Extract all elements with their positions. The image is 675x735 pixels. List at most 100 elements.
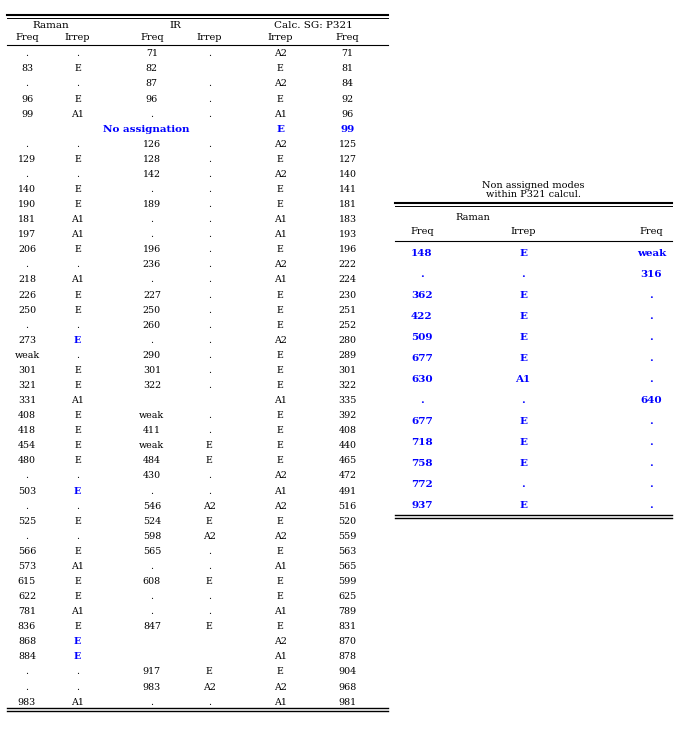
Text: 408: 408: [339, 426, 356, 435]
Text: 181: 181: [339, 200, 356, 209]
Text: E: E: [277, 577, 284, 586]
Text: .: .: [151, 487, 153, 495]
Text: A2: A2: [273, 336, 287, 345]
Text: 870: 870: [339, 637, 356, 646]
Text: E: E: [277, 426, 284, 435]
Text: 484: 484: [143, 456, 161, 465]
Text: 418: 418: [18, 426, 36, 435]
Text: 128: 128: [143, 155, 161, 164]
Text: 847: 847: [143, 623, 161, 631]
Text: 563: 563: [338, 547, 357, 556]
Text: .: .: [649, 354, 653, 363]
Text: 197: 197: [18, 230, 36, 239]
Text: .: .: [649, 459, 653, 467]
Text: .: .: [76, 170, 79, 179]
Text: E: E: [74, 290, 81, 300]
Text: A1: A1: [71, 276, 84, 284]
Text: 290: 290: [143, 351, 161, 360]
Text: weak: weak: [14, 351, 40, 360]
Text: .: .: [521, 396, 525, 405]
Text: .: .: [26, 501, 28, 511]
Text: E: E: [206, 517, 213, 526]
Text: 480: 480: [18, 456, 36, 465]
Text: 301: 301: [143, 366, 161, 375]
Text: .: .: [208, 200, 211, 209]
Text: A1: A1: [71, 215, 84, 224]
Text: 224: 224: [339, 276, 356, 284]
Text: 206: 206: [18, 245, 36, 254]
Text: 260: 260: [143, 320, 161, 330]
Text: 280: 280: [339, 336, 356, 345]
Text: E: E: [277, 185, 284, 194]
Text: A1: A1: [516, 375, 531, 384]
Text: 183: 183: [339, 215, 356, 224]
Text: 408: 408: [18, 411, 36, 420]
Text: .: .: [76, 260, 79, 270]
Text: .: .: [208, 245, 211, 254]
Text: 781: 781: [18, 607, 36, 616]
Text: .: .: [208, 562, 211, 571]
Text: 84: 84: [342, 79, 354, 88]
Text: E: E: [74, 200, 81, 209]
Text: 321: 321: [18, 381, 36, 390]
Text: Freq: Freq: [336, 34, 359, 43]
Text: A1: A1: [273, 110, 287, 118]
Text: E: E: [519, 501, 527, 509]
Text: .: .: [76, 320, 79, 330]
Text: E: E: [519, 438, 527, 447]
Text: .: .: [151, 230, 153, 239]
Text: .: .: [151, 698, 153, 706]
Text: 677: 677: [411, 354, 433, 363]
Text: 831: 831: [339, 623, 356, 631]
Text: 525: 525: [18, 517, 36, 526]
Text: 559: 559: [338, 531, 357, 541]
Text: A2: A2: [273, 170, 287, 179]
Text: E: E: [74, 185, 81, 194]
Text: E: E: [277, 381, 284, 390]
Text: .: .: [26, 260, 28, 270]
Text: .: .: [151, 276, 153, 284]
Text: 141: 141: [339, 185, 356, 194]
Text: 301: 301: [339, 366, 356, 375]
Text: .: .: [208, 592, 211, 601]
Text: 289: 289: [339, 351, 356, 360]
Text: A2: A2: [273, 501, 287, 511]
Text: 83: 83: [21, 65, 33, 74]
Text: Irrep: Irrep: [196, 34, 222, 43]
Text: 422: 422: [411, 312, 433, 321]
Text: 503: 503: [18, 487, 36, 495]
Text: 789: 789: [339, 607, 356, 616]
Text: 142: 142: [143, 170, 161, 179]
Text: E: E: [74, 592, 81, 601]
Text: .: .: [208, 185, 211, 194]
Text: A1: A1: [71, 698, 84, 706]
Text: A2: A2: [202, 531, 216, 541]
Text: E: E: [74, 517, 81, 526]
Text: IR: IR: [169, 21, 182, 30]
Text: 983: 983: [142, 683, 161, 692]
Text: A2: A2: [273, 471, 287, 481]
Text: .: .: [151, 562, 153, 571]
Text: .: .: [76, 683, 79, 692]
Text: E: E: [277, 351, 284, 360]
Text: E: E: [74, 366, 81, 375]
Text: E: E: [74, 381, 81, 390]
Text: No assignation: No assignation: [103, 125, 190, 134]
Text: 140: 140: [18, 185, 36, 194]
Text: within P321 calcul.: within P321 calcul.: [486, 190, 580, 198]
Text: 566: 566: [18, 547, 36, 556]
Text: .: .: [76, 140, 79, 148]
Text: .: .: [26, 140, 28, 148]
Text: E: E: [277, 290, 284, 300]
Text: 196: 196: [338, 245, 357, 254]
Text: 878: 878: [339, 653, 356, 662]
Text: 227: 227: [143, 290, 161, 300]
Text: 565: 565: [142, 547, 161, 556]
Text: E: E: [74, 426, 81, 435]
Text: 196: 196: [142, 245, 161, 254]
Text: E: E: [74, 95, 81, 104]
Text: .: .: [208, 79, 211, 88]
Text: E: E: [277, 547, 284, 556]
Text: E: E: [276, 125, 284, 134]
Text: 677: 677: [411, 417, 433, 426]
